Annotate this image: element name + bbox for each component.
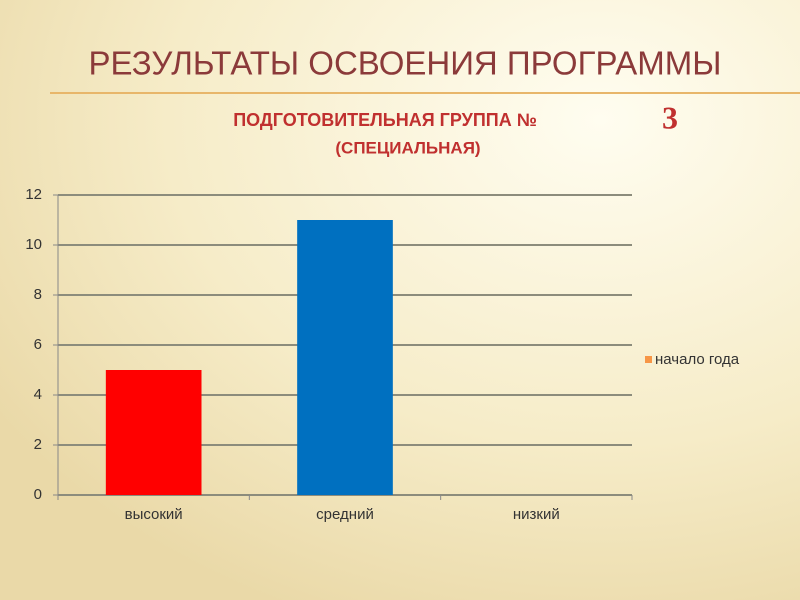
legend-label: начало года (655, 351, 740, 368)
title: РЕЗУЛЬТАТЫ ОСВОЕНИЯ ПРОГРАММЫ (89, 45, 722, 82)
y-tick-label: 2 (34, 436, 42, 453)
legend-swatch (645, 356, 652, 363)
y-tick-label: 10 (25, 236, 42, 253)
x-tick-label: высокий (125, 506, 183, 523)
x-tick-label: средний (316, 506, 374, 523)
subtitle: ПОДГОТОВИТЕЛЬНАЯ ГРУППА № (233, 110, 537, 130)
y-tick-label: 0 (34, 486, 42, 503)
y-tick-label: 4 (34, 386, 42, 403)
y-tick-label: 8 (34, 286, 42, 303)
group-number: 3 (662, 99, 678, 135)
y-tick-label: 6 (34, 336, 42, 353)
bar (297, 220, 393, 495)
x-tick-label: низкий (513, 506, 560, 523)
y-tick-label: 12 (25, 186, 42, 203)
bar (105, 370, 202, 495)
subtitle-note: (СПЕЦИАЛЬНАЯ) (335, 138, 480, 157)
